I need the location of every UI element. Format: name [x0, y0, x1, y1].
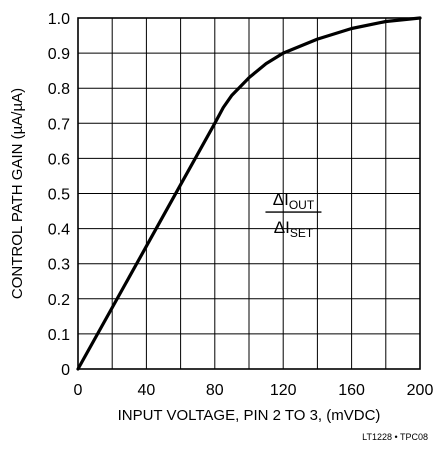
y-tick-label: 0 — [61, 362, 70, 379]
y-axis-label: CONTROL PATH GAIN (µA/µA) — [9, 88, 26, 299]
y-tick-label: 0.4 — [48, 222, 70, 239]
x-tick-label: 0 — [74, 382, 83, 399]
y-tick-label: 0.3 — [48, 257, 70, 274]
y-tick-label: 0.7 — [48, 116, 70, 133]
x-tick-label: 200 — [407, 382, 434, 399]
x-tick-label: 80 — [206, 382, 224, 399]
plot-frame — [77, 17, 421, 370]
figure-id: LT1228 • TPC08 — [362, 432, 428, 442]
grid — [78, 18, 420, 369]
y-tick-label: 0.2 — [48, 292, 70, 309]
y-tick-label: 0.6 — [48, 151, 70, 168]
annotation-denominator: ΔISET — [274, 218, 314, 240]
x-tick-labels: 0 40 80 120 160 200 — [74, 382, 434, 399]
gain-curve — [76, 16, 422, 371]
x-axis-label: INPUT VOLTAGE, PIN 2 TO 3, (mVDC) — [118, 407, 381, 424]
y-tick-label: 0.1 — [48, 327, 70, 344]
x-tick-label: 120 — [270, 382, 297, 399]
y-tick-label: 0.5 — [48, 187, 70, 204]
y-tick-labels: 0 0.1 0.2 0.3 0.4 0.5 0.6 0.7 0.8 0.9 1.0 — [48, 11, 70, 379]
x-tick-label: 40 — [138, 382, 156, 399]
y-tick-label: 0.9 — [48, 46, 70, 63]
y-tick-label: 1.0 — [48, 11, 70, 28]
y-tick-label: 0.8 — [48, 81, 70, 98]
x-tick-label: 160 — [338, 382, 365, 399]
gain-annotation: ΔIOUT ΔISET — [265, 190, 322, 240]
